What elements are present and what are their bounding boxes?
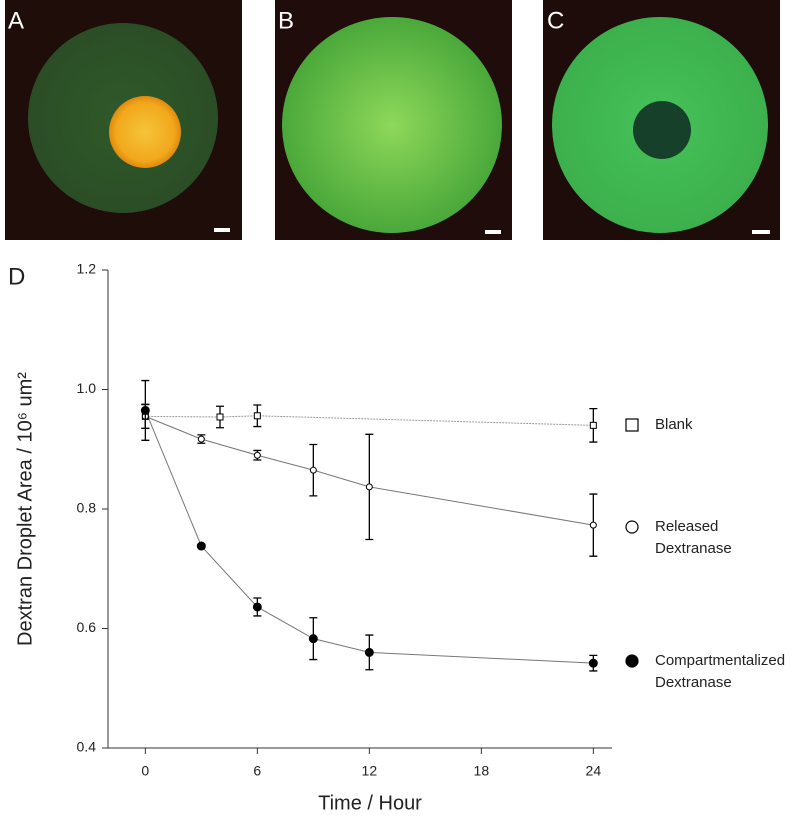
marker [625, 418, 639, 432]
legend-entry: Compartmentalized Dextranase [655, 652, 785, 691]
marker [308, 634, 318, 644]
y-tick-label: 1.2 [77, 261, 97, 277]
series-line [144, 410, 594, 664]
y-axis-title: Dextran Droplet Area / 10⁶ um² [14, 372, 36, 646]
marker [589, 421, 597, 429]
marker [589, 521, 597, 529]
marker [588, 658, 598, 668]
panel-a [5, 0, 242, 240]
legend-entry: Blank [655, 416, 693, 433]
legend-label: Blank [655, 416, 693, 433]
x-tick-label: 6 [253, 763, 261, 779]
x-tick-label: 0 [141, 763, 149, 779]
panel-label: D [8, 263, 25, 290]
panel-c [543, 0, 780, 240]
y-tick-label: 1.0 [77, 380, 97, 396]
x-axis-title: Time / Hour [318, 792, 422, 814]
x-tick-label: 24 [586, 763, 602, 779]
panel-label: A [8, 7, 24, 34]
panel-label: B [278, 7, 294, 34]
marker [625, 654, 639, 668]
y-tick-label: 0.6 [77, 619, 97, 635]
marker [365, 483, 373, 491]
marker [364, 647, 374, 657]
series-line [145, 415, 594, 426]
marker [625, 520, 639, 534]
x-tick-label: 18 [474, 763, 490, 779]
panel-label: C [547, 7, 564, 34]
marker [253, 412, 261, 420]
legend-entry: Released Dextranase [655, 518, 732, 557]
marker [252, 602, 262, 612]
marker [216, 413, 224, 421]
marker [196, 541, 206, 551]
legend-label: Released Dextranase [655, 518, 732, 557]
marker [253, 451, 261, 459]
y-tick-label: 0.8 [77, 500, 97, 516]
panel-b [275, 0, 512, 240]
marker [140, 405, 150, 415]
marker [197, 435, 205, 443]
marker [309, 466, 317, 474]
x-tick-label: 12 [362, 763, 378, 779]
y-tick-label: 0.4 [77, 739, 97, 755]
series-line [145, 415, 594, 526]
legend-label: Compartmentalized Dextranase [655, 652, 785, 691]
